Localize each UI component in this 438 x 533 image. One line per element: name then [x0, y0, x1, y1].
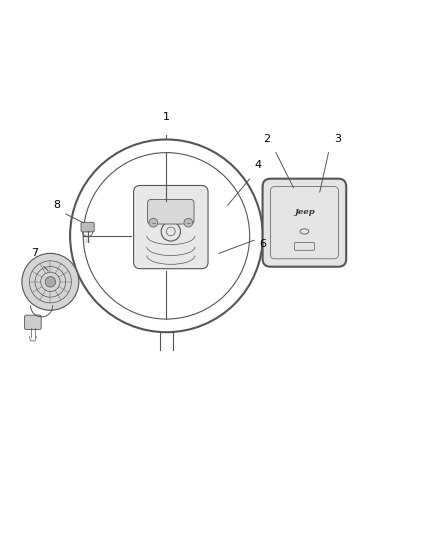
Circle shape — [184, 219, 193, 227]
Circle shape — [22, 253, 79, 310]
Text: 3: 3 — [334, 134, 341, 144]
FancyBboxPatch shape — [134, 185, 208, 269]
FancyBboxPatch shape — [25, 315, 41, 329]
Text: 7: 7 — [32, 248, 39, 258]
Text: 1: 1 — [163, 112, 170, 122]
Text: Jeep: Jeep — [294, 208, 315, 216]
FancyBboxPatch shape — [262, 179, 346, 266]
Text: 4: 4 — [255, 160, 262, 170]
FancyBboxPatch shape — [148, 199, 194, 224]
Circle shape — [45, 277, 56, 287]
Text: 2: 2 — [264, 134, 271, 144]
Circle shape — [149, 219, 158, 227]
Text: 6: 6 — [259, 239, 266, 249]
Text: 8: 8 — [53, 199, 60, 209]
FancyBboxPatch shape — [81, 222, 94, 232]
